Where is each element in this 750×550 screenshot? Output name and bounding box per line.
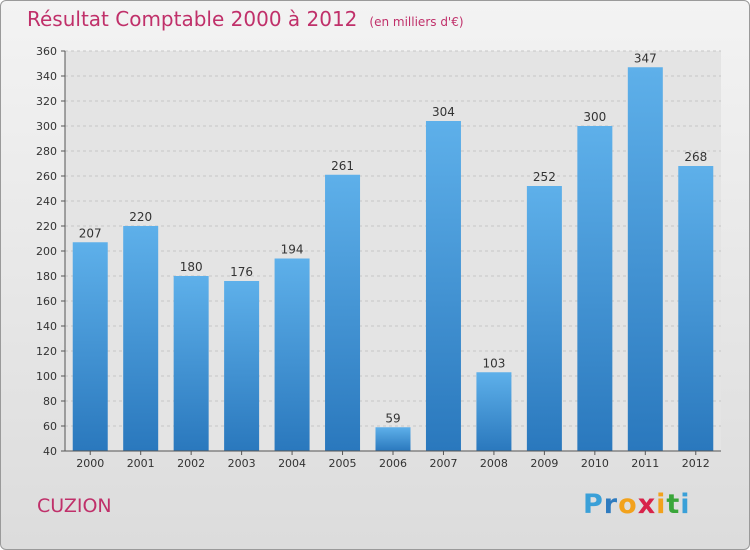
- bar-2004: [274, 258, 310, 451]
- y-tick-label: 40: [43, 445, 57, 458]
- data-label-2010: 300: [583, 110, 606, 124]
- x-tick-label-2009: 2009: [530, 457, 558, 470]
- data-label-2000: 207: [79, 226, 102, 240]
- label-layer: 207 220 180 176 194 261 59 304 103 252 300 347 268: [79, 51, 707, 425]
- bar-2008: [476, 372, 512, 451]
- bar-2005: [325, 174, 361, 451]
- y-tick-label: 280: [36, 145, 57, 158]
- logo-letter: o: [618, 489, 638, 520]
- bar-2002: [173, 276, 209, 451]
- x-tick-label-2003: 2003: [228, 457, 256, 470]
- x-tick-label-2007: 2007: [429, 457, 457, 470]
- x-tick-label-2004: 2004: [278, 457, 306, 470]
- x-tick-label-2010: 2010: [581, 457, 609, 470]
- axis-layer: 40 60 80 100 120 140 160 180 200 220 240 260 280 300 3…: [36, 45, 721, 470]
- y-tick-label: 200: [36, 245, 57, 258]
- x-tick-label-2001: 2001: [127, 457, 155, 470]
- bar-2006: [375, 427, 411, 451]
- y-tick-label: 80: [43, 395, 57, 408]
- logo-letter: r: [603, 489, 619, 520]
- y-tick-label: 180: [36, 270, 57, 283]
- logo-letter: i: [656, 489, 667, 520]
- y-tick-label: 360: [36, 45, 57, 58]
- bar-2007: [425, 121, 461, 451]
- chart-title: Résultat Comptable 2000 à 2012 (en millie…: [27, 7, 464, 31]
- y-tick-label: 220: [36, 220, 57, 233]
- chart-subtitle: (en milliers d'€): [369, 15, 464, 29]
- x-tick-label-2000: 2000: [76, 457, 104, 470]
- y-tick-label: 300: [36, 120, 57, 133]
- x-tick-label-2011: 2011: [631, 457, 659, 470]
- data-label-2006: 59: [385, 411, 400, 425]
- data-label-2002: 180: [180, 260, 203, 274]
- y-tick-label: 340: [36, 70, 57, 83]
- y-tick-label: 100: [36, 370, 57, 383]
- bar-2010: [577, 126, 613, 451]
- data-label-2009: 252: [533, 170, 556, 184]
- logo-letter: x: [637, 489, 657, 520]
- grid-layer: [65, 50, 721, 452]
- data-label-2007: 304: [432, 105, 455, 119]
- bar-2003: [224, 281, 260, 451]
- commune-name: CUZION: [37, 495, 112, 517]
- logo-letter: P: [583, 489, 604, 520]
- proxiti-logo: Proxiti: [583, 489, 691, 520]
- y-tick-label: 240: [36, 195, 57, 208]
- logo-letter: i: [680, 489, 691, 520]
- chart-title-text: Résultat Comptable 2000 à 2012: [27, 7, 358, 31]
- y-tick-label: 320: [36, 95, 57, 108]
- bar-2001: [123, 226, 159, 451]
- x-tick-label-2005: 2005: [329, 457, 357, 470]
- data-label-2008: 103: [482, 356, 505, 370]
- bar-2000: [72, 242, 108, 451]
- y-tick-label: 120: [36, 345, 57, 358]
- data-label-2003: 176: [230, 265, 253, 279]
- data-label-2012: 268: [684, 150, 707, 164]
- bar-2012: [678, 166, 714, 451]
- data-label-2004: 194: [281, 243, 304, 257]
- x-tick-label-2002: 2002: [177, 457, 205, 470]
- bar-layer: [72, 67, 714, 451]
- x-tick-label-2006: 2006: [379, 457, 407, 470]
- bar-2009: [526, 186, 562, 451]
- data-label-2001: 220: [129, 210, 152, 224]
- data-label-2005: 261: [331, 159, 354, 173]
- y-tick-label: 160: [36, 295, 57, 308]
- logo-letter: t: [666, 489, 681, 520]
- data-label-2011: 347: [634, 51, 657, 65]
- y-tick-label: 60: [43, 420, 57, 433]
- y-tick-label: 140: [36, 320, 57, 333]
- bar-2011: [627, 67, 663, 451]
- x-tick-label-2012: 2012: [682, 457, 710, 470]
- x-tick-label-2008: 2008: [480, 457, 508, 470]
- y-tick-label: 260: [36, 170, 57, 183]
